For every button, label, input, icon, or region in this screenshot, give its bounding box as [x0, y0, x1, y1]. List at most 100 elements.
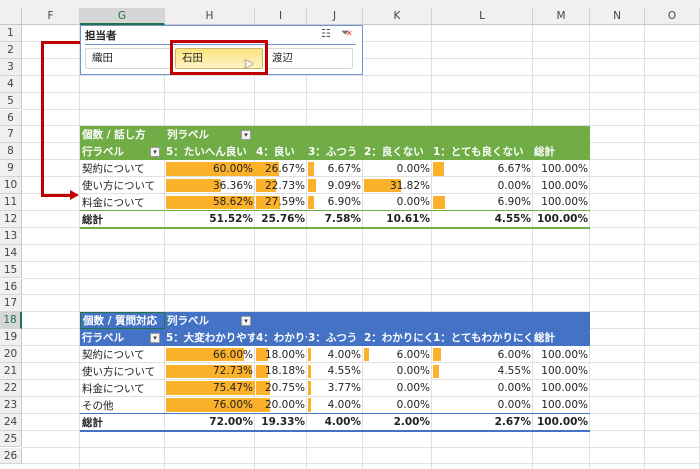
row-header-24[interactable]: 24: [0, 413, 22, 431]
pivot-header-band: [80, 126, 590, 161]
gridline: [22, 378, 700, 380]
value-cell: 100.00%: [541, 179, 588, 192]
data-bar: [256, 364, 269, 379]
column-header-I[interactable]: I: [255, 8, 307, 25]
row-header-3[interactable]: 3: [0, 58, 22, 76]
annotation-line: [41, 41, 44, 197]
value-cell: 3.77%: [327, 382, 361, 395]
row-header-20[interactable]: 20: [0, 346, 22, 363]
gridline: [589, 25, 590, 469]
slicer-divider: [85, 44, 356, 45]
row-header-5[interactable]: 5: [0, 92, 22, 110]
gridline: [644, 25, 645, 469]
column-header-L[interactable]: L: [432, 8, 533, 25]
column-header-O[interactable]: O: [645, 8, 700, 25]
column-header-label: 総計: [534, 332, 555, 345]
total-value: 19.33%: [261, 416, 305, 429]
slicer-item-1[interactable]: 石田: [175, 48, 263, 69]
data-bar: [433, 364, 440, 379]
row-header-12[interactable]: 12: [0, 210, 22, 228]
column-header-label: 5：たいへん良い: [166, 146, 247, 159]
row-labels-heading: 行ラベル: [82, 146, 124, 159]
slicer-item-0[interactable]: 織田: [85, 48, 173, 69]
value-cell: 0.00%: [396, 365, 430, 378]
row-header-2[interactable]: 2: [0, 41, 22, 59]
row-header-16[interactable]: 16: [0, 278, 22, 296]
toolbar-strip: [0, 0, 700, 8]
row-header-22[interactable]: 22: [0, 379, 22, 397]
gridline: [22, 74, 700, 76]
column-header-G[interactable]: G: [80, 8, 165, 25]
column-header-N[interactable]: N: [590, 8, 645, 25]
value-cell: 0.00%: [396, 196, 430, 209]
data-bar: [433, 161, 445, 176]
data-bar: [433, 195, 445, 210]
column-header-J[interactable]: J: [307, 8, 363, 25]
row-header-8[interactable]: 8: [0, 143, 22, 161]
row-header-21[interactable]: 21: [0, 363, 22, 380]
total-value: 7.58%: [324, 213, 361, 226]
row-header-15[interactable]: 15: [0, 261, 22, 279]
row-header-13[interactable]: 13: [0, 227, 22, 245]
value-cell: 100.00%: [541, 382, 588, 395]
multi-select-icon[interactable]: ☷: [321, 27, 331, 40]
row-header-4[interactable]: 4: [0, 75, 22, 93]
value-cell: 6.90%: [497, 196, 531, 209]
select-all-corner[interactable]: [0, 8, 22, 25]
row-header-1[interactable]: 1: [0, 25, 22, 42]
row-filter-dropdown[interactable]: ▾: [150, 333, 160, 344]
column-filter-dropdown[interactable]: ▾: [241, 130, 251, 141]
value-cell: 0.00%: [396, 382, 430, 395]
row-header-25[interactable]: 25: [0, 430, 22, 448]
value-cell: 20.00%: [264, 399, 305, 412]
value-cell: 72.73%: [212, 365, 253, 378]
row-header-6[interactable]: 6: [0, 109, 22, 127]
column-header-H[interactable]: H: [165, 8, 255, 25]
gridline: [306, 25, 307, 469]
value-cell: 100.00%: [541, 196, 588, 209]
row-filter-dropdown[interactable]: ▾: [150, 147, 160, 158]
row-header-14[interactable]: 14: [0, 244, 22, 262]
value-cell: 100.00%: [541, 399, 588, 412]
total-value: 4.00%: [324, 416, 361, 429]
value-cell: 0.00%: [497, 399, 531, 412]
row-label: その他: [82, 399, 114, 412]
column-header-M[interactable]: M: [533, 8, 590, 25]
value-cell: 60.00%: [212, 162, 253, 175]
column-header-K[interactable]: K: [363, 8, 432, 25]
row-header-10[interactable]: 10: [0, 177, 22, 194]
value-cell: 0.00%: [497, 382, 531, 395]
value-cell: 27.59%: [264, 196, 305, 209]
column-filter-dropdown[interactable]: ▾: [241, 316, 251, 327]
total-value: 72.00%: [209, 416, 253, 429]
gridline: [22, 395, 700, 397]
data-bar: [308, 398, 311, 413]
column-header-label: 1：とてもわかりにくい: [433, 332, 533, 345]
clear-filter-icon[interactable]: ⏷✕: [341, 26, 353, 39]
value-cell: 0.00%: [396, 162, 430, 175]
gridline: [254, 25, 255, 469]
gridline: [22, 294, 700, 296]
row-header-23[interactable]: 23: [0, 396, 22, 414]
row-header-7[interactable]: 7: [0, 126, 22, 144]
row-header-19[interactable]: 19: [0, 329, 22, 347]
data-bar: [433, 347, 441, 362]
gridline: [22, 193, 700, 194]
column-header-label: 4：わかりやすい: [256, 332, 307, 345]
slicer-item-2[interactable]: 渡辺: [265, 48, 353, 69]
value-cell: 4.00%: [327, 348, 361, 361]
data-bar: [364, 178, 401, 193]
row-header-18[interactable]: 18: [0, 312, 22, 330]
row-header-17[interactable]: 17: [0, 295, 22, 313]
total-value: 4.55%: [494, 213, 531, 226]
row-label: 料金について: [82, 382, 145, 395]
gridline: [22, 277, 700, 279]
column-header-F[interactable]: F: [22, 8, 80, 25]
column-header-label: 1：とても良くない: [433, 146, 524, 159]
row-header-11[interactable]: 11: [0, 194, 22, 211]
row-header-26[interactable]: 26: [0, 447, 22, 465]
row-header-9[interactable]: 9: [0, 160, 22, 178]
value-cell: 100.00%: [541, 365, 588, 378]
slicer-panel: 担当者 ☷ ⏷✕ 織田 石田 渡辺: [80, 25, 363, 75]
